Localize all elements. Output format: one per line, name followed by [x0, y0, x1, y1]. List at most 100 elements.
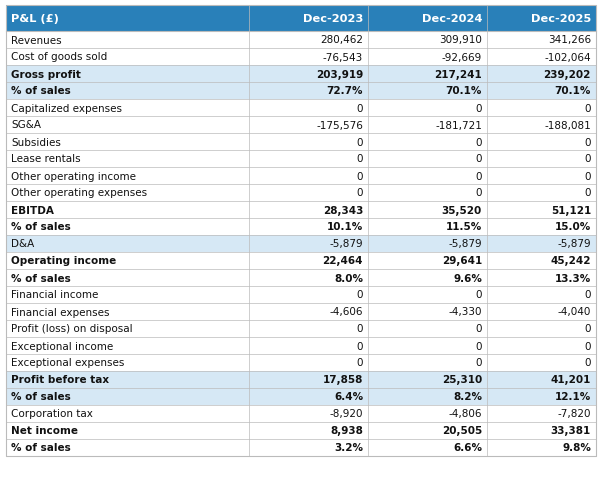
- Text: Operating income: Operating income: [11, 256, 116, 266]
- Bar: [6, 354, 596, 371]
- Text: Subsidies: Subsidies: [11, 137, 61, 147]
- Text: 0: 0: [476, 324, 482, 334]
- Text: 309,910: 309,910: [439, 35, 482, 45]
- Text: 0: 0: [584, 154, 591, 164]
- Text: 20,505: 20,505: [442, 425, 482, 436]
- Text: 10.1%: 10.1%: [327, 222, 363, 232]
- Text: 0: 0: [356, 341, 363, 351]
- Text: Dec-2023: Dec-2023: [302, 14, 363, 24]
- Bar: [6, 66, 596, 83]
- Text: Corporation tax: Corporation tax: [11, 408, 93, 419]
- Text: 11.5%: 11.5%: [446, 222, 482, 232]
- Bar: [6, 303, 596, 320]
- Text: 0: 0: [476, 188, 482, 198]
- Text: 0: 0: [584, 188, 591, 198]
- Bar: [6, 371, 596, 388]
- Text: Revenues: Revenues: [11, 35, 62, 45]
- Text: 0: 0: [356, 290, 363, 300]
- Text: Capitalized expenses: Capitalized expenses: [11, 103, 122, 113]
- Bar: [6, 6, 596, 32]
- Text: 13.3%: 13.3%: [555, 273, 591, 283]
- Text: Exceptional expenses: Exceptional expenses: [11, 358, 124, 368]
- Text: -5,879: -5,879: [557, 239, 591, 249]
- Text: 0: 0: [356, 188, 363, 198]
- Text: 12.1%: 12.1%: [555, 392, 591, 402]
- Text: 22,464: 22,464: [323, 256, 363, 266]
- Text: 0: 0: [476, 137, 482, 147]
- Text: 17,858: 17,858: [323, 375, 363, 385]
- Text: 0: 0: [476, 358, 482, 368]
- Text: 0: 0: [476, 171, 482, 181]
- Bar: [6, 151, 596, 167]
- Bar: [6, 337, 596, 354]
- Bar: [6, 100, 596, 117]
- Text: -7,820: -7,820: [557, 408, 591, 419]
- Text: -188,081: -188,081: [544, 120, 591, 130]
- Text: -5,879: -5,879: [448, 239, 482, 249]
- Bar: [6, 201, 596, 219]
- Text: 341,266: 341,266: [548, 35, 591, 45]
- Text: 45,242: 45,242: [551, 256, 591, 266]
- Text: 0: 0: [356, 358, 363, 368]
- Text: Dec-2025: Dec-2025: [531, 14, 591, 24]
- Text: 8.0%: 8.0%: [334, 273, 363, 283]
- Text: 0: 0: [584, 171, 591, 181]
- Text: Gross profit: Gross profit: [11, 69, 81, 79]
- Text: 35,520: 35,520: [442, 205, 482, 215]
- Text: 33,381: 33,381: [551, 425, 591, 436]
- Bar: [6, 422, 596, 439]
- Bar: [6, 320, 596, 337]
- Text: 0: 0: [356, 137, 363, 147]
- Text: 0: 0: [584, 358, 591, 368]
- Text: 9.8%: 9.8%: [562, 442, 591, 453]
- Text: 29,641: 29,641: [442, 256, 482, 266]
- Text: -92,669: -92,669: [442, 52, 482, 62]
- Text: -4,330: -4,330: [449, 307, 482, 317]
- Bar: [6, 134, 596, 151]
- Text: -4,040: -4,040: [557, 307, 591, 317]
- Text: 0: 0: [584, 137, 591, 147]
- Bar: [6, 287, 596, 303]
- Bar: [6, 49, 596, 66]
- Text: 15.0%: 15.0%: [555, 222, 591, 232]
- Text: 0: 0: [584, 341, 591, 351]
- Text: Other operating income: Other operating income: [11, 171, 136, 181]
- Text: 0: 0: [476, 290, 482, 300]
- Bar: [6, 167, 596, 184]
- Text: 6.4%: 6.4%: [334, 392, 363, 402]
- Text: % of sales: % of sales: [11, 392, 71, 402]
- Text: % of sales: % of sales: [11, 222, 71, 232]
- Text: 9.6%: 9.6%: [453, 273, 482, 283]
- Text: 0: 0: [356, 324, 363, 334]
- Text: Financial income: Financial income: [11, 290, 98, 300]
- Text: 28,343: 28,343: [323, 205, 363, 215]
- Text: 0: 0: [356, 103, 363, 113]
- Bar: [6, 270, 596, 287]
- Text: 0: 0: [476, 103, 482, 113]
- Text: Cost of goods sold: Cost of goods sold: [11, 52, 107, 62]
- Text: -4,606: -4,606: [329, 307, 363, 317]
- Text: 0: 0: [584, 290, 591, 300]
- Text: 203,919: 203,919: [316, 69, 363, 79]
- Bar: [6, 83, 596, 100]
- Text: -76,543: -76,543: [323, 52, 363, 62]
- Text: 0: 0: [584, 324, 591, 334]
- Text: 72.7%: 72.7%: [326, 86, 363, 96]
- Text: 41,201: 41,201: [551, 375, 591, 385]
- Bar: [6, 219, 596, 236]
- Bar: [6, 439, 596, 456]
- Text: 8,938: 8,938: [330, 425, 363, 436]
- Text: Dec-2024: Dec-2024: [422, 14, 482, 24]
- Text: Exceptional income: Exceptional income: [11, 341, 113, 351]
- Text: Lease rentals: Lease rentals: [11, 154, 80, 164]
- Text: 70.1%: 70.1%: [446, 86, 482, 96]
- Text: EBITDA: EBITDA: [11, 205, 54, 215]
- Text: D&A: D&A: [11, 239, 34, 249]
- Text: 25,310: 25,310: [442, 375, 482, 385]
- Text: -5,879: -5,879: [329, 239, 363, 249]
- Text: -4,806: -4,806: [449, 408, 482, 419]
- Text: % of sales: % of sales: [11, 273, 71, 283]
- Bar: [6, 32, 596, 49]
- Text: 217,241: 217,241: [434, 69, 482, 79]
- Text: 0: 0: [476, 341, 482, 351]
